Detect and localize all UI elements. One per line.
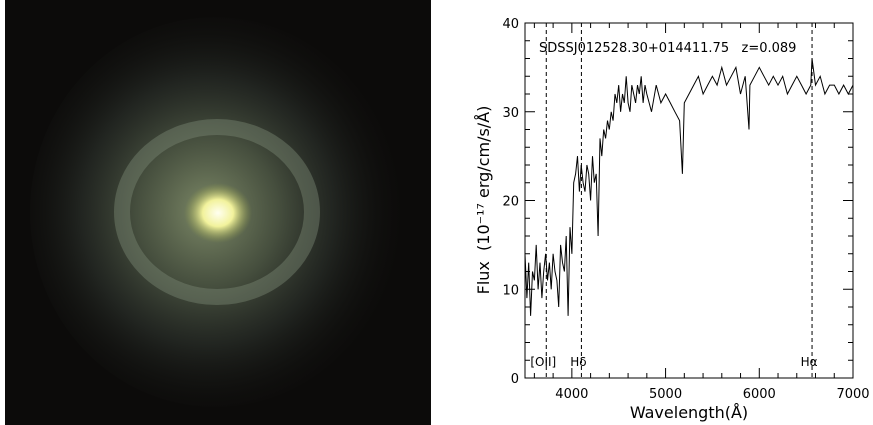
line-markers: [OII] Hδ Hα <box>530 23 818 378</box>
axis-ticks: 4000 5000 6000 7000 0 10 20 30 40 <box>502 17 869 402</box>
galaxy-core <box>184 183 252 243</box>
y-tick-label: 0 <box>511 372 519 387</box>
galaxy-image <box>5 0 431 425</box>
x-tick-label: 6000 <box>743 387 776 402</box>
spectrum-title: SDSSJ012528.30+014411.75 z=0.089 <box>539 41 796 56</box>
y-tick-label: 20 <box>502 195 519 210</box>
y-tick-label: 40 <box>502 17 519 32</box>
spectrum-chart: 4000 5000 6000 7000 0 10 20 30 40 [OII] Hδ Hα SDSS… <box>474 17 870 422</box>
y-tick-label: 10 <box>502 283 519 298</box>
x-tick-label: 5000 <box>649 387 682 402</box>
emission-line-label: Hδ <box>570 355 586 369</box>
x-tick-label: 7000 <box>836 387 869 402</box>
y-tick-label: 30 <box>502 106 519 121</box>
plot-frame <box>524 22 854 379</box>
galaxy-ring <box>114 119 320 305</box>
emission-line-label: [OII] <box>530 355 556 369</box>
x-tick-label: 4000 <box>555 387 588 402</box>
x-axis-label: Wavelength(Å) <box>630 403 748 422</box>
spectrum-line <box>524 58 854 316</box>
emission-line-label: Hα <box>801 355 818 369</box>
y-axis-label: Flux (10⁻¹⁷ erg/cm/s/Å) <box>474 106 493 295</box>
